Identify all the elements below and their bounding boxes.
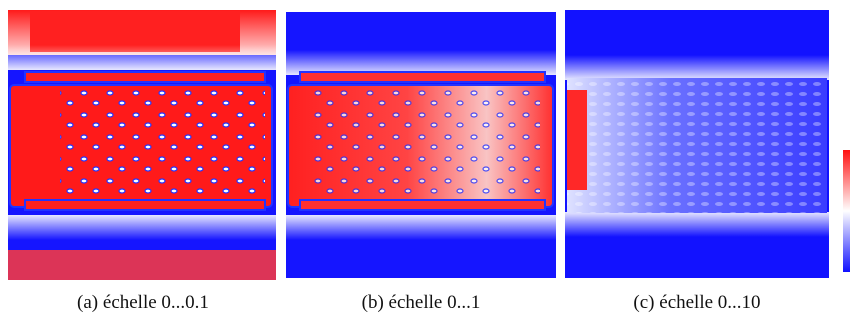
caption: (b) échelle 0...1: [362, 292, 481, 313]
panel-b: [286, 12, 556, 278]
panel-a: [8, 10, 276, 280]
panel-c: [565, 10, 829, 278]
caption: (c) échelle 0...10: [633, 292, 760, 313]
caption: (a) échelle 0...0.1: [77, 292, 209, 313]
colorbar: [843, 150, 850, 272]
